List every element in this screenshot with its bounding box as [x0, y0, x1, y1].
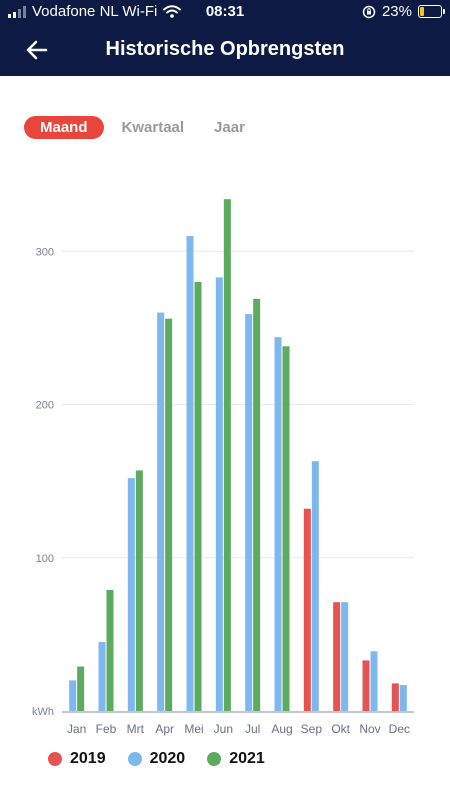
- legend-swatch: [207, 752, 222, 766]
- legend-label: 2021: [229, 750, 265, 767]
- bar-2021-apr: [165, 318, 173, 711]
- x-tick-label: Sep: [301, 722, 323, 736]
- battery-icon: [418, 5, 445, 18]
- legend-swatch: [127, 752, 142, 766]
- x-tick-label: Aug: [271, 722, 292, 736]
- x-tick-label: Feb: [96, 722, 117, 736]
- x-tick-label: Mrt: [127, 722, 145, 736]
- status-time: 08:31: [205, 3, 245, 20]
- bar-2019-nov: [362, 660, 370, 711]
- x-tick-label: Apr: [155, 722, 174, 736]
- bar-2021-jul: [253, 298, 261, 711]
- bar-2019-sep: [303, 508, 311, 711]
- bar-2021-mei: [194, 281, 202, 711]
- bar-2020-apr: [157, 312, 165, 711]
- bar-2021-feb: [106, 589, 114, 711]
- tab-jaar[interactable]: Jaar: [214, 119, 245, 136]
- x-tick-label: Jun: [214, 722, 233, 736]
- y-tick-label: 300: [36, 246, 54, 258]
- carrier-label: Vodafone NL Wi-Fi: [32, 3, 158, 20]
- bar-2019-okt: [333, 602, 341, 711]
- signal-icon: [8, 5, 26, 18]
- wifi-icon: [163, 5, 182, 18]
- back-button[interactable]: [22, 35, 52, 65]
- bar-2020-aug: [274, 337, 282, 711]
- chart-legend: 2019 2020 2021: [48, 750, 265, 768]
- legend-item-2021: 2021: [207, 750, 265, 768]
- legend-item-2020: 2020: [127, 750, 186, 768]
- x-tick-label: Okt: [331, 722, 350, 736]
- bar-2021-aug: [282, 346, 290, 711]
- bar-2019-dec: [391, 683, 399, 711]
- bar-2020-sep: [311, 461, 319, 711]
- x-tick-label: Nov: [359, 722, 380, 736]
- bar-2020-jul: [245, 314, 253, 711]
- y-axis-label: kWh: [32, 706, 54, 718]
- period-tabs: Maand Kwartaal Jaar: [24, 116, 263, 139]
- x-tick-label: Jan: [67, 722, 86, 736]
- status-right: 23%: [362, 3, 445, 20]
- bar-2021-mrt: [135, 470, 143, 711]
- battery-percentage: 23%: [381, 3, 412, 20]
- status-bar: Vodafone NL Wi-Fi 08:31 23%: [0, 0, 450, 24]
- bar-2020-feb: [98, 642, 106, 711]
- bar-2020-jan: [69, 680, 77, 711]
- x-tick-label: Mei: [184, 722, 203, 736]
- bar-2020-jun: [215, 277, 223, 711]
- y-tick-label: 100: [36, 553, 54, 565]
- bar-2021-jan: [77, 666, 85, 711]
- monthly-yield-chart: 100 200 300 kWh Jan Feb Mrt Apr Mei Jun Jul Aug Sep O…: [32, 199, 414, 736]
- bar-2020-dec: [399, 684, 407, 711]
- status-left: Vodafone NL Wi-Fi: [8, 3, 182, 20]
- tab-kwartaal[interactable]: Kwartaal: [121, 119, 185, 136]
- back-arrow-icon: [26, 40, 48, 60]
- legend-label: 2019: [70, 750, 106, 767]
- legend-swatch: [48, 752, 62, 766]
- tab-maand[interactable]: Maand: [24, 116, 104, 139]
- bar-2020-mrt: [127, 478, 135, 711]
- page-title: Historische Opbrengsten: [105, 38, 345, 60]
- bar-2020-okt: [341, 602, 349, 711]
- legend-item-2019: 2019: [48, 750, 106, 768]
- x-tick-label: Jul: [245, 722, 260, 736]
- x-tick-label: Dec: [389, 722, 410, 736]
- rotation-lock-icon: [362, 5, 376, 18]
- bar-2021-jun: [223, 199, 231, 711]
- legend-label: 2020: [149, 750, 186, 767]
- bar-2020-nov: [370, 651, 378, 711]
- y-tick-label: 200: [36, 400, 54, 412]
- bar-2020-mei: [186, 235, 194, 711]
- app-header: Historische Opbrengsten: [0, 24, 450, 76]
